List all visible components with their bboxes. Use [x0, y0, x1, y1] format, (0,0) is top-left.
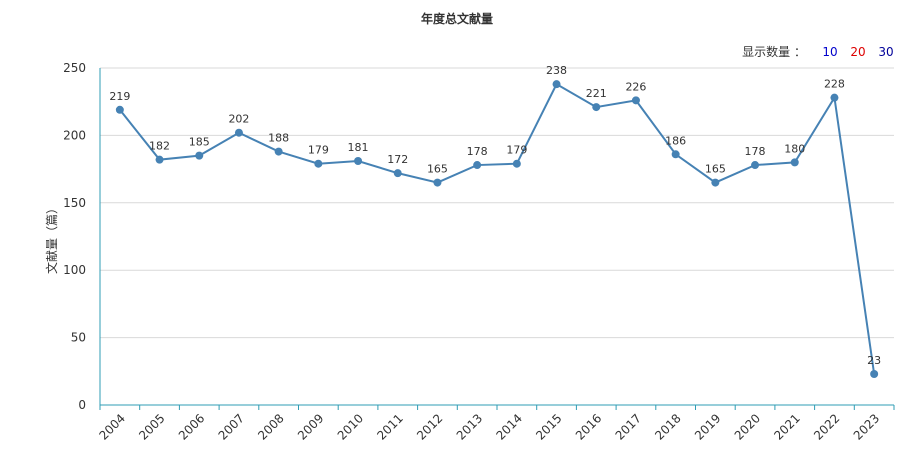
display-count-label: 显示数量 ： [742, 45, 806, 59]
data-point[interactable] [314, 159, 323, 168]
y-tick-label: 0 [78, 398, 86, 412]
data-point[interactable] [274, 147, 283, 156]
data-points [115, 80, 879, 378]
data-label: 172 [387, 153, 408, 166]
x-tick-label: 2007 [216, 411, 247, 442]
data-label: 228 [824, 78, 845, 91]
data-point[interactable] [155, 155, 164, 164]
data-label: 179 [308, 144, 329, 157]
grid-lines [100, 67, 894, 339]
y-tick-label: 50 [71, 331, 86, 345]
x-tick-label: 2009 [295, 411, 326, 442]
data-point[interactable] [393, 169, 402, 178]
axes [99, 68, 894, 406]
count-option-30[interactable]: 30 [878, 44, 894, 59]
x-tick-label: 2010 [335, 411, 366, 442]
x-tick-label: 2008 [255, 411, 286, 442]
series-line [119, 82, 876, 375]
data-point[interactable] [512, 159, 521, 168]
count-option-10[interactable]: 10 [822, 44, 838, 59]
data-point[interactable] [671, 150, 680, 159]
x-tick-label: 2006 [176, 411, 207, 442]
x-tick-label: 2021 [771, 411, 802, 442]
x-tick-label: 2023 [851, 411, 882, 442]
y-axis-label: 文献量（篇） [44, 202, 59, 274]
data-point[interactable] [195, 151, 204, 160]
data-label: 202 [228, 113, 249, 126]
x-tick-label: 2019 [692, 411, 723, 442]
x-tick-label: 2011 [374, 411, 405, 442]
x-tick-label: 2014 [493, 411, 524, 442]
x-tick-label: 2004 [96, 411, 127, 442]
y-tick-label: 200 [63, 128, 86, 142]
data-point[interactable] [870, 369, 879, 378]
data-point[interactable] [790, 158, 799, 167]
x-tick-label: 2016 [573, 411, 604, 442]
data-point[interactable] [433, 178, 442, 187]
data-point[interactable] [552, 80, 561, 89]
data-label: 178 [745, 145, 766, 158]
x-tick-label: 2018 [652, 411, 683, 442]
chart-title: 年度总文献量 [420, 12, 493, 26]
series-line-path [119, 82, 876, 375]
data-point[interactable] [830, 93, 839, 102]
data-label: 185 [189, 136, 210, 149]
x-tick-label: 2013 [454, 411, 485, 442]
data-label: 219 [109, 90, 130, 103]
data-point[interactable] [473, 161, 482, 170]
data-label: 179 [506, 144, 527, 157]
y-axis-ticks: 0 50 100 150 200 250 [63, 61, 86, 412]
count-option-20[interactable]: 20 [850, 44, 866, 59]
data-labels: 219 182 185 202 188 179 181 172 165 178 179 238 221 2… [109, 64, 881, 367]
display-count-selector: 显示数量 ： 10 20 30 [742, 43, 900, 60]
x-axis-ticks: 2004 2005 2006 2007 2008 2009 2010 2011 2012 2013… [96, 405, 895, 443]
data-label: 226 [625, 80, 646, 93]
data-label: 23 [867, 354, 881, 367]
y-tick-label: 150 [63, 196, 86, 210]
x-tick-label: 2005 [136, 411, 167, 442]
x-tick-label: 2020 [732, 411, 763, 442]
data-point[interactable] [115, 105, 124, 114]
data-label: 186 [665, 134, 686, 147]
data-point[interactable] [234, 128, 243, 137]
data-label: 165 [705, 163, 726, 176]
data-point[interactable] [631, 96, 640, 105]
data-point[interactable] [711, 178, 720, 187]
x-tick-label: 2012 [414, 411, 445, 442]
x-tick-label: 2017 [613, 411, 644, 442]
data-label: 238 [546, 64, 567, 77]
data-label: 182 [149, 140, 170, 153]
data-point[interactable] [354, 157, 363, 166]
y-tick-label: 100 [63, 263, 86, 277]
y-tick-label: 250 [63, 61, 86, 75]
data-label: 181 [348, 141, 369, 154]
data-point[interactable] [592, 103, 601, 112]
x-tick-label: 2022 [811, 411, 842, 442]
data-point[interactable] [751, 161, 760, 170]
x-tick-label: 2015 [533, 411, 564, 442]
data-label: 221 [586, 87, 607, 100]
data-label: 178 [467, 145, 488, 158]
data-label: 180 [784, 142, 805, 155]
data-label: 188 [268, 132, 289, 145]
data-label: 165 [427, 163, 448, 176]
